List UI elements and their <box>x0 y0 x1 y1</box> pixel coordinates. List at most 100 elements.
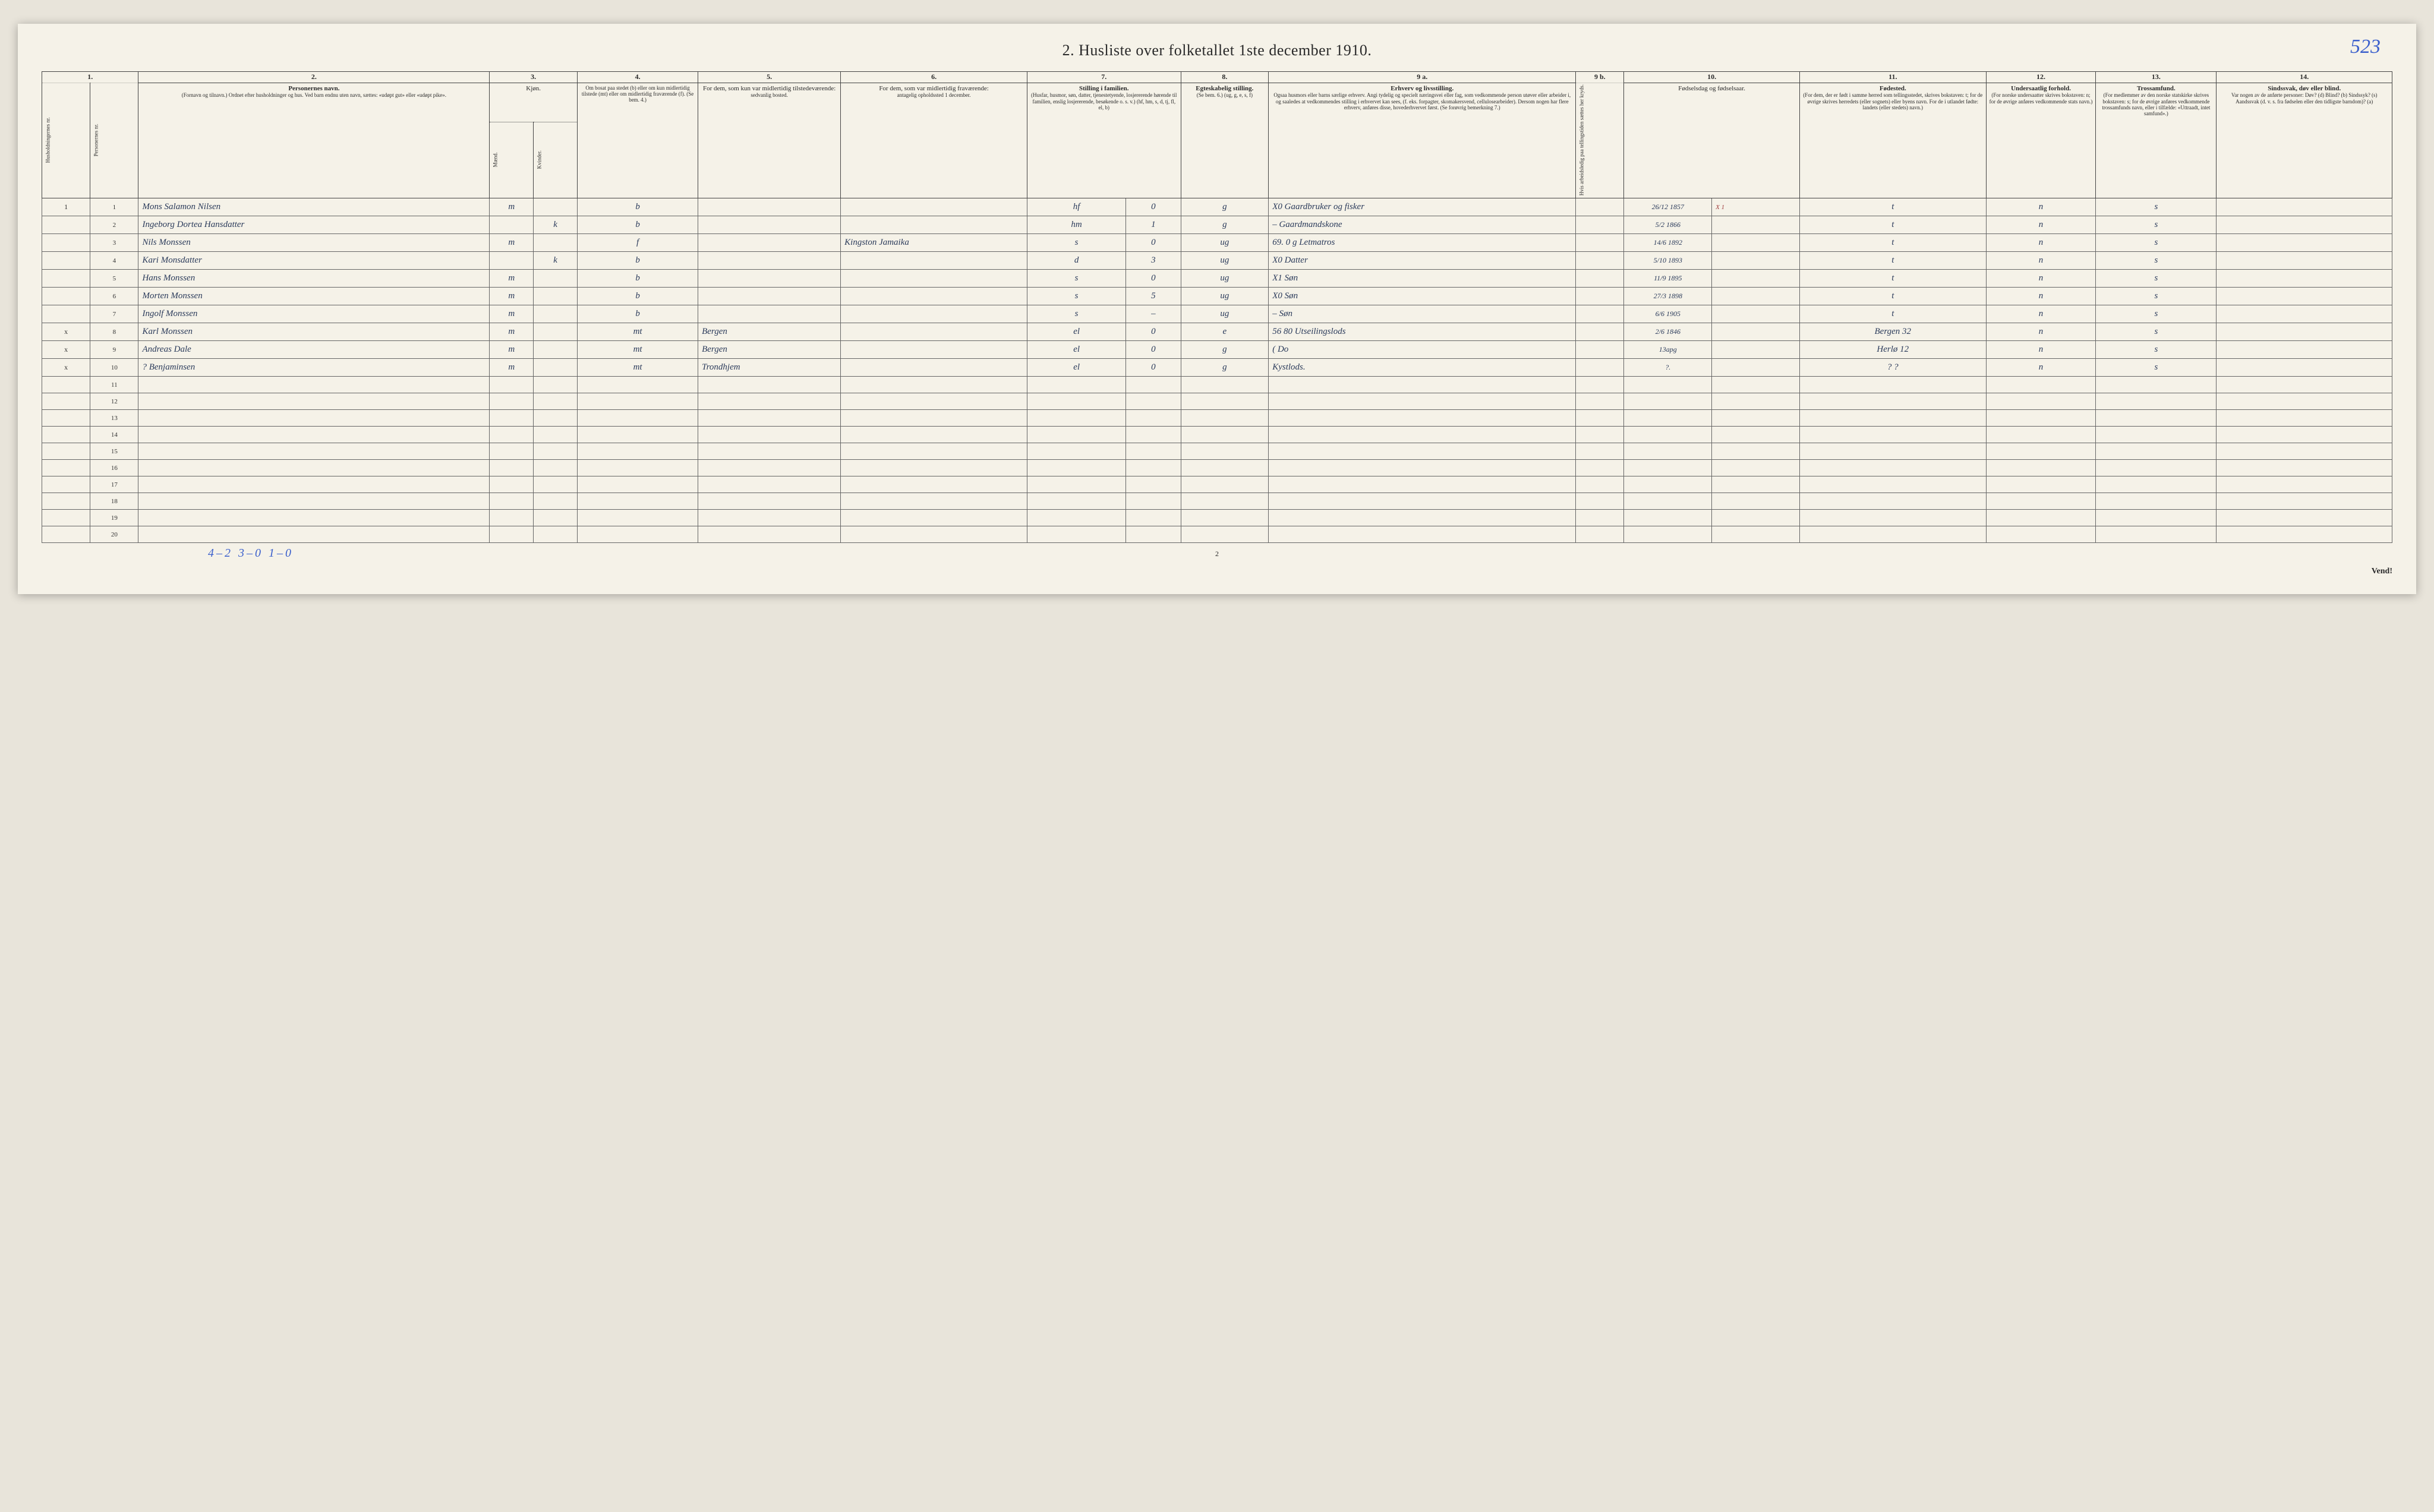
cell-empty <box>490 460 534 476</box>
cell-sex-k <box>534 270 578 288</box>
cell-empty <box>490 510 534 526</box>
cell-empty <box>841 460 1027 476</box>
cell-dob: ?. <box>1624 359 1712 377</box>
cell-pn: 12 <box>90 393 138 410</box>
cell-empty <box>1576 393 1624 410</box>
cell-empty <box>698 377 841 393</box>
cell-pn: 7 <box>90 305 138 323</box>
cell-famnum: 0 <box>1126 198 1181 216</box>
cell-frav <box>841 288 1027 305</box>
colnum-9a: 9 a. <box>1269 72 1576 83</box>
cell-empty <box>138 493 490 510</box>
colnum-14: 14. <box>2217 72 2392 83</box>
table-row-empty: 18 <box>42 493 2392 510</box>
cell-empty <box>1269 493 1576 510</box>
cell-sex-k <box>534 359 578 377</box>
cell-empty <box>1986 427 2096 443</box>
cell-hh: x <box>42 359 90 377</box>
cell-empty <box>534 476 578 493</box>
cell-empty <box>1576 443 1624 460</box>
cell-pn: 16 <box>90 460 138 476</box>
hdr-bosted: For dem, som kun var midlertidig tilsted… <box>698 83 841 198</box>
table-row-empty: 14 <box>42 427 2392 443</box>
cell-empty <box>2096 526 2217 543</box>
hdr-dis-t: Sindssvak, døv eller blind. <box>2219 85 2389 93</box>
cell-occ: – Søn <box>1269 305 1576 323</box>
cell-x1 <box>1712 305 1800 323</box>
hdr-dob: Fødselsdag og fødselsaar. <box>1624 83 1799 198</box>
cell-empty <box>1269 393 1576 410</box>
cell-x1 <box>1712 323 1800 341</box>
cell-empty <box>1126 493 1181 510</box>
cell-fam: hm <box>1027 216 1126 234</box>
cell-hh <box>42 493 90 510</box>
cell-empty <box>490 427 534 443</box>
cell-empty <box>1269 443 1576 460</box>
cell-fam: s <box>1027 270 1126 288</box>
census-table: 1. 2. 3. 4. 5. 6. 7. 8. 9 a. 9 b. 10. 11… <box>42 71 2392 543</box>
hdr-dis-s: Var nogen av de anførte personer: Døv? (… <box>2219 92 2389 105</box>
cell-rel: s <box>2096 252 2217 270</box>
cell-hh <box>42 526 90 543</box>
colnum-13: 13. <box>2096 72 2217 83</box>
cell-sex-m: m <box>490 198 534 216</box>
cell-empty <box>2217 526 2392 543</box>
cell-empty <box>578 393 698 410</box>
cell-famnum: 1 <box>1126 216 1181 234</box>
cell-hh <box>42 377 90 393</box>
cell-empty <box>1126 393 1181 410</box>
vend-label: Vend! <box>2372 567 2392 576</box>
cell-empty <box>1799 476 1986 493</box>
cell-mar: g <box>1181 216 1269 234</box>
cell-empty <box>1126 510 1181 526</box>
cell-fam: el <box>1027 341 1126 359</box>
cell-empty <box>698 510 841 526</box>
cell-empty <box>138 410 490 427</box>
cell-occ: – Gaardmandskone <box>1269 216 1576 234</box>
table-row-empty: 13 <box>42 410 2392 427</box>
page-number-handwritten: 523 <box>2350 36 2381 58</box>
cell-x1 <box>1712 234 1800 252</box>
cell-rel: s <box>2096 323 2217 341</box>
cell-dis <box>2217 359 2392 377</box>
cell-dis <box>2217 323 2392 341</box>
cell-empty <box>1126 427 1181 443</box>
cell-frav <box>841 323 1027 341</box>
cell-led <box>1576 305 1624 323</box>
cell-birthplace: t <box>1799 288 1986 305</box>
cell-empty <box>1799 493 1986 510</box>
table-row: 2 Ingeborg Dortea Hansdatter k b hm 1 g … <box>42 216 2392 234</box>
hdr-rel: Trossamfund. (For medlemmer av den norsk… <box>2096 83 2217 198</box>
cell-bosted <box>698 234 841 252</box>
cell-empty <box>2096 493 2217 510</box>
cell-empty <box>2217 510 2392 526</box>
cell-hh <box>42 270 90 288</box>
cell-frav <box>841 216 1027 234</box>
cell-hh <box>42 510 90 526</box>
cell-empty <box>1027 377 1126 393</box>
cell-empty <box>138 427 490 443</box>
table-row-empty: 16 <box>42 460 2392 476</box>
cell-empty <box>490 377 534 393</box>
cell-empty <box>1027 526 1126 543</box>
census-page: 523 2. Husliste over folketallet 1ste de… <box>18 24 2416 594</box>
cell-empty <box>1027 410 1126 427</box>
cell-nat: n <box>1986 234 2096 252</box>
hdr-birth-s: (For dem, der er født i samme herred som… <box>1802 92 1984 111</box>
hdr-res: Om bosat paa stedet (b) eller om kun mid… <box>578 83 698 198</box>
cell-rel: s <box>2096 359 2217 377</box>
cell-empty <box>578 476 698 493</box>
cell-frav <box>841 341 1027 359</box>
cell-empty <box>841 510 1027 526</box>
cell-res: mt <box>578 359 698 377</box>
cell-empty <box>1126 377 1181 393</box>
colnum-8: 8. <box>1181 72 1269 83</box>
table-row: 6 Morten Monssen m b s 5 ug X0 Søn 27/3 … <box>42 288 2392 305</box>
table-header: 1. 2. 3. 4. 5. 6. 7. 8. 9 a. 9 b. 10. 11… <box>42 72 2392 198</box>
cell-empty <box>698 427 841 443</box>
cell-hh <box>42 234 90 252</box>
cell-empty <box>1624 510 1712 526</box>
cell-dis <box>2217 234 2392 252</box>
cell-res: b <box>578 288 698 305</box>
cell-empty <box>1799 377 1986 393</box>
